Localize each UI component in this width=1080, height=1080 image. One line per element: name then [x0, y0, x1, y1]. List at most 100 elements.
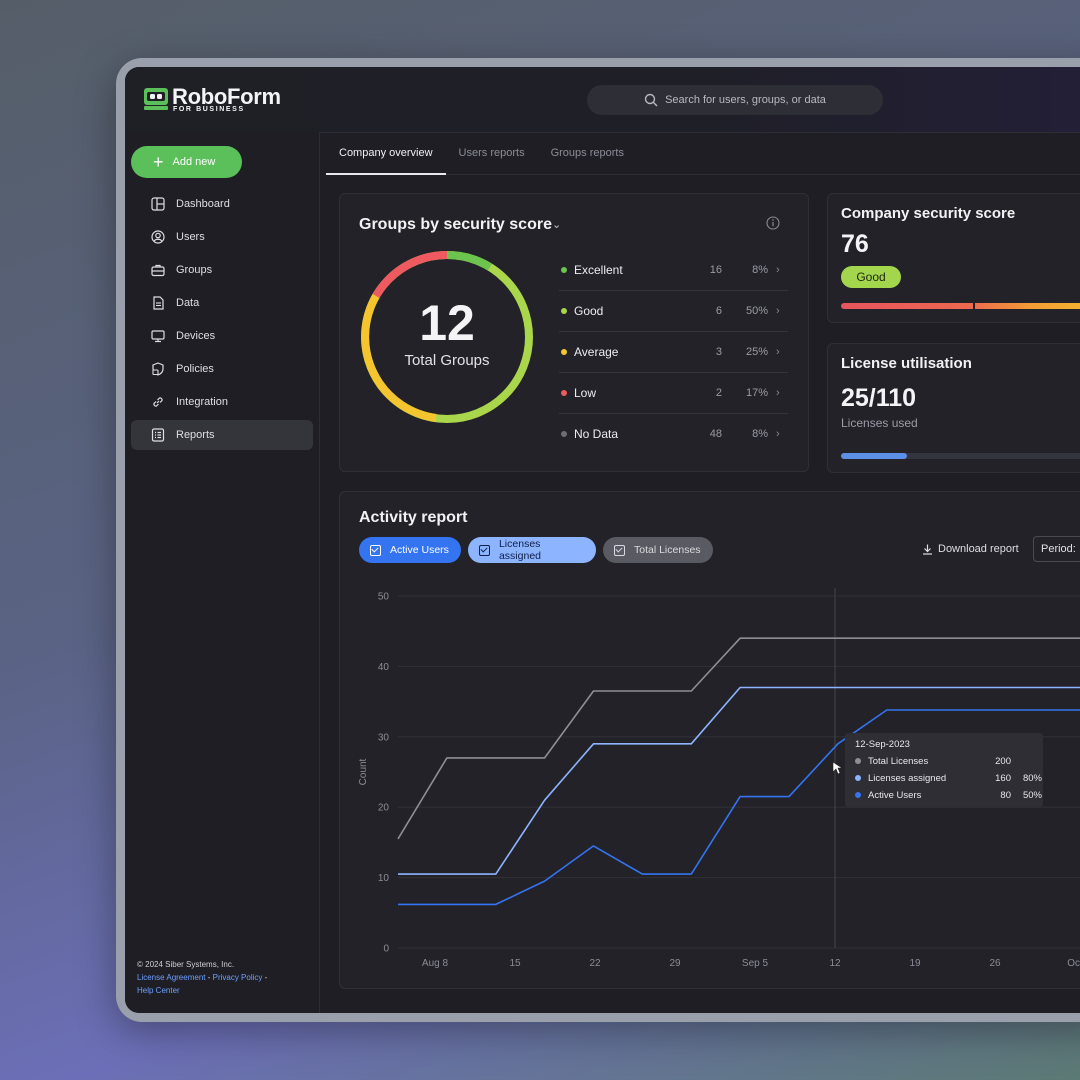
legend-count: 48 [709, 428, 722, 440]
footer-separator: - [205, 973, 213, 982]
status-dot [561, 308, 567, 314]
license-agreement-link[interactable]: License Agreement [137, 973, 206, 982]
legend-count: 2 [715, 387, 722, 399]
license-progress-track [841, 453, 1080, 459]
legend-row-good[interactable]: Good 6 50% › [559, 291, 788, 332]
chevron-right-icon: › [776, 264, 780, 276]
link-icon [153, 397, 163, 407]
user-icon [151, 230, 165, 244]
sidebar-item-reports[interactable]: Reports [131, 420, 313, 450]
sidebar-item-label: Groups [176, 264, 213, 276]
total-groups-label: Total Groups [404, 352, 490, 369]
donut-segment-average [361, 294, 437, 422]
legend-name: Good [574, 304, 604, 318]
brand-name: RoboForm [172, 84, 281, 109]
legend-row-low[interactable]: Low 2 17% › [559, 373, 788, 414]
checkbox-checked-icon [479, 544, 490, 556]
add-new-button[interactable]: + Add new [131, 146, 242, 178]
series-dot [855, 775, 861, 781]
legend-name: Average [574, 345, 619, 359]
score-card-title: Company security score [841, 205, 1016, 222]
x-tick-label: Oct [1067, 958, 1080, 969]
dashboard-icon [151, 197, 165, 211]
y-tick-label: 0 [383, 944, 389, 955]
chip-label: Licenses assigned [498, 538, 541, 562]
sidebar-item-devices[interactable]: Devices [131, 321, 313, 351]
chevron-right-icon: › [776, 346, 780, 358]
status-badge: Good [841, 266, 901, 288]
y-tick-label: 50 [378, 592, 390, 603]
legend-row-excellent[interactable]: Excellent 16 8% › [559, 250, 788, 291]
period-select[interactable]: Period: [1033, 536, 1080, 562]
status-dot [561, 349, 567, 355]
app-window: RoboForm FOR BUSINESS Search for users, … [125, 67, 1080, 1013]
privacy-policy-link[interactable]: Privacy Policy [212, 973, 263, 982]
status-dot [561, 390, 567, 396]
x-tick-label: 12 [829, 958, 841, 969]
tooltip-row-licenses-assigned: Licenses assigned 160 80% [855, 771, 1042, 785]
mouse-cursor-icon [832, 761, 843, 775]
brand-subtitle: FOR BUSINESS [173, 106, 245, 113]
licenses-used-label: Licenses used [841, 416, 918, 430]
tooltip-series-name: Total Licenses [868, 755, 929, 767]
legend-percent: 8% [752, 428, 768, 440]
x-tick-label: Sep 5 [742, 958, 769, 969]
chevron-right-icon: › [776, 387, 780, 399]
sidebar-item-groups[interactable]: Groups [131, 255, 313, 285]
search-input[interactable]: Search for users, groups, or data [587, 85, 883, 115]
legend-row-no-data[interactable]: No Data 48 8% › [559, 414, 788, 454]
tooltip-percent: 80% [1022, 772, 1042, 784]
sidebar-item-label: Users [176, 231, 205, 243]
sidebar-item-dashboard[interactable]: Dashboard [131, 189, 313, 219]
sidebar-item-label: Integration [176, 396, 228, 408]
roboform-logo[interactable]: RoboForm FOR BUSINESS [144, 85, 281, 113]
x-tick-label: 26 [989, 958, 1001, 969]
tooltip-date: 12-Sep-2023 [855, 739, 910, 750]
sidebar-item-data[interactable]: Data [131, 288, 313, 318]
activity-report-card: Activity report Active Users Licenses as… [339, 491, 1080, 989]
sidebar-item-users[interactable]: Users [131, 222, 313, 252]
checkbox-checked-icon [614, 544, 625, 556]
download-report-button[interactable]: Download report [922, 543, 1019, 555]
filter-chip-licenses-assigned[interactable]: Licenses assigned [468, 537, 596, 563]
tooltip-row-active-users: Active Users 80 50% [855, 788, 1042, 802]
license-utilisation-card: License utilisation 25/110 Licenses used [827, 343, 1080, 473]
chevron-right-icon: › [776, 428, 780, 440]
x-tick-label: 29 [669, 958, 681, 969]
groups-card-title[interactable]: Groups by security score [359, 216, 552, 233]
filter-chip-total-licenses[interactable]: Total Licenses [603, 537, 713, 563]
report-tabs: Company overview Users reports Groups re… [326, 132, 1080, 175]
total-groups-value: 12 [419, 295, 475, 351]
briefcase-icon [151, 264, 165, 277]
sidebar-footer: © 2024 Siber Systems, Inc. License Agree… [137, 958, 267, 997]
groups-security-card: Groups by security score ⌄ 12 Total Grou… [339, 193, 809, 472]
monitor-icon [151, 330, 165, 343]
sidebar-item-policies[interactable]: Policies [131, 354, 313, 384]
checkbox-checked-icon [370, 544, 381, 556]
tab-groups-reports[interactable]: Groups reports [550, 147, 624, 159]
help-center-link[interactable]: Help Center [137, 986, 180, 995]
legend-count: 6 [715, 305, 722, 317]
chevron-right-icon: › [776, 305, 780, 317]
tab-company-overview[interactable]: Company overview [326, 132, 446, 175]
tab-users-reports[interactable]: Users reports [458, 147, 525, 159]
chip-label: Active Users [390, 544, 449, 556]
y-tick-label: 10 [378, 873, 390, 884]
score-bar-divider [973, 302, 975, 310]
x-tick-label: Aug 8 [422, 958, 449, 969]
tooltip-percent: 50% [1022, 789, 1042, 801]
sidebar-nav: Dashboard Users Groups Data Devices Poli… [131, 189, 313, 453]
copyright-text: © 2024 Siber Systems, Inc. [137, 960, 235, 969]
info-icon[interactable] [766, 216, 780, 230]
chevron-down-icon[interactable]: ⌄ [552, 219, 562, 231]
filter-chip-active-users[interactable]: Active Users [359, 537, 461, 563]
series-line-licenses-assigned [398, 686, 1080, 875]
chip-label: Total Licenses [634, 544, 701, 556]
x-tick-label: 22 [589, 958, 601, 969]
series-line-active-users [398, 709, 1080, 906]
legend-percent: 25% [745, 346, 768, 358]
sidebar-item-integration[interactable]: Integration [131, 387, 313, 417]
legend-row-average[interactable]: Average 3 25% › [559, 332, 788, 373]
tooltip-row-total-licenses: Total Licenses 200 [855, 754, 1035, 768]
donut-segment-excellent [446, 250, 493, 271]
